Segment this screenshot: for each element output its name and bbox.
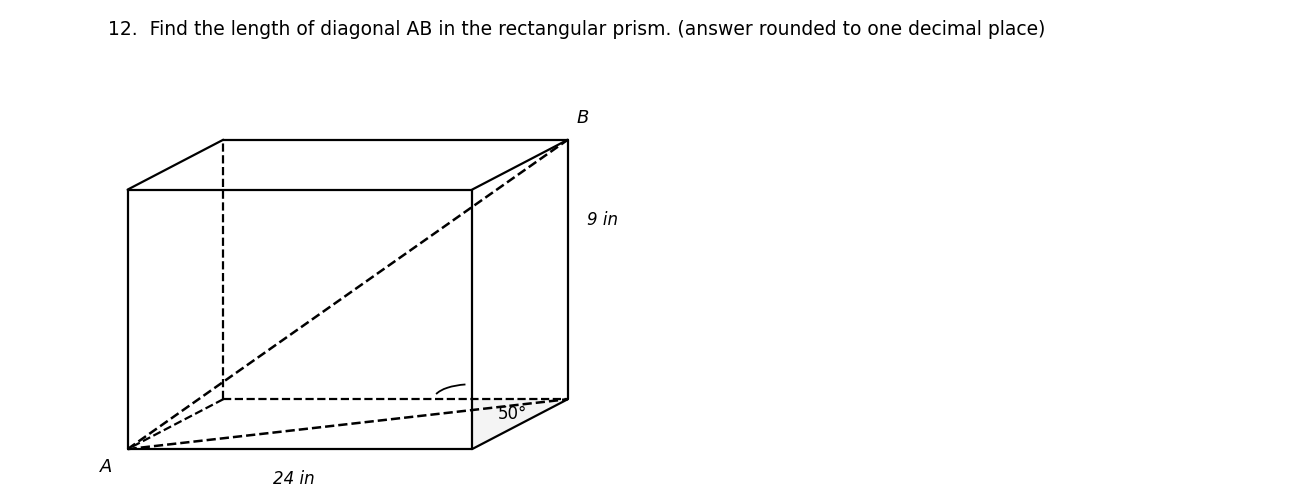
Polygon shape <box>473 140 567 449</box>
Text: A: A <box>100 458 113 476</box>
Polygon shape <box>128 140 567 190</box>
Text: 50°: 50° <box>497 405 527 423</box>
Text: 24 in: 24 in <box>273 470 315 488</box>
Polygon shape <box>128 399 567 449</box>
Text: 9 in: 9 in <box>587 211 618 229</box>
Text: 12.  Find the length of diagonal AB in the rectangular prism. (answer rounded to: 12. Find the length of diagonal AB in th… <box>109 20 1046 39</box>
Text: B: B <box>576 109 589 127</box>
Polygon shape <box>128 190 473 449</box>
Polygon shape <box>223 140 567 399</box>
